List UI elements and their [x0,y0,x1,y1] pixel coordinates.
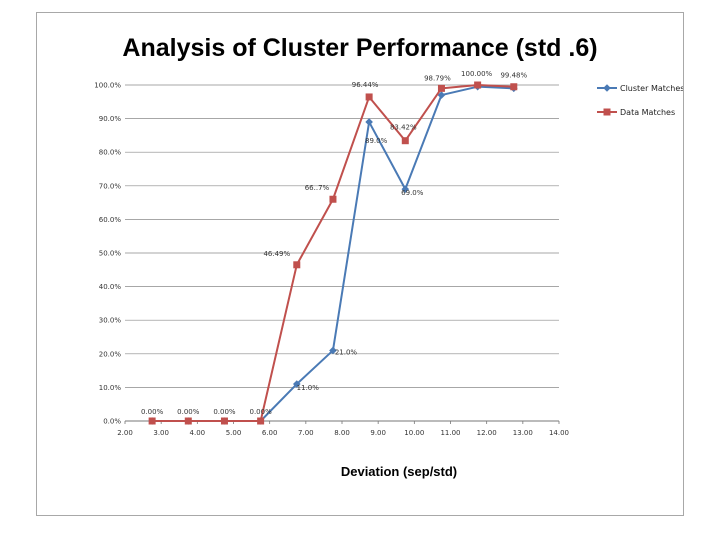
x-tick-label: 11.00 [440,429,460,437]
data-label: 11.0% [297,384,320,392]
x-tick-label: 8.00 [334,429,350,437]
x-axis-title: Deviation (sep/std) [341,464,457,479]
y-tick-label: 80.0% [99,149,122,157]
x-tick-label: 13.00 [513,429,533,437]
x-tick-label: 2.00 [117,429,133,437]
data-label: 69.0% [401,189,424,197]
data-label: 99.48% [500,72,527,80]
data-matches-point [401,137,409,145]
x-tick-label: 9.00 [370,429,386,437]
x-tick-label: 5.00 [226,429,242,437]
y-tick-label: 70.0% [99,182,122,190]
series-lines [148,81,518,425]
line-chart: Analysis of Cluster Performance (std .6)… [94,34,683,479]
data-label: 0.00% [213,408,236,416]
data-matches-point [510,83,518,91]
y-tick-label: 30.0% [99,317,122,325]
legend: Cluster Matches Data Matches [597,84,683,117]
data-matches-point [220,417,228,425]
axes: 0.0% 10.0% 20.0% 30.0% 40.0% 50.0% 60.0% 70.0% 8… [94,82,569,438]
y-tick-label: 60.0% [99,216,122,224]
x-tick-label: 3.00 [153,429,169,437]
cluster-matches-line [152,85,514,422]
cluster-matches-point [437,91,446,99]
data-matches-point [148,417,156,425]
cluster-matches-point [292,380,301,388]
y-tick-label: 10.0% [99,384,122,392]
data-label: 66..7% [305,184,330,192]
y-tick-label: 0.0% [103,418,121,426]
x-tick-label: 7.00 [298,429,314,437]
data-matches-point [293,261,301,269]
data-label: 0.00% [141,408,164,416]
data-labels: 0.00% 0.00% 0.00% 0.00% 46.49% 66..7% 96.44% 83… [141,70,527,416]
data-label: 96.44% [352,81,379,89]
chart-frame: Analysis of Cluster Performance (std .6)… [36,12,684,516]
y-tick-label: 50.0% [99,250,122,258]
legend-marker-cluster-matches [603,84,611,92]
data-matches-point [365,93,373,101]
legend-label-data-matches: Data Matches [620,108,675,117]
legend-marker-data-matches [603,108,611,116]
data-label: 83.42% [390,124,417,132]
gridlines [125,84,559,422]
data-label: 100.00% [461,70,492,78]
x-tick-label: 4.00 [190,429,206,437]
chart-title: Analysis of Cluster Performance (std .6) [122,34,597,62]
x-tick-label: 12.00 [477,429,497,437]
data-matches-point [474,81,482,89]
data-matches-point [329,195,337,203]
data-label: 89.0% [365,137,388,145]
data-label: 98.79% [424,74,451,82]
data-label: 0.00% [250,408,273,416]
x-tick-label: 6.00 [262,429,278,437]
cluster-matches-point [329,346,337,355]
data-matches-point [257,417,265,425]
data-matches-point [184,417,192,425]
x-tick-label: 10.00 [404,429,424,437]
data-matches-point [437,84,445,92]
data-label: 46.49% [263,250,290,258]
data-label: 0.00% [177,408,200,416]
x-tick-label: 14.00 [549,429,569,437]
cluster-matches-point [365,118,373,126]
y-tick-label: 20.0% [99,350,122,358]
y-tick-label: 40.0% [99,283,122,291]
y-tick-label: 100.0% [94,82,121,90]
cluster-matches-point [401,185,410,193]
legend-label-cluster-matches: Cluster Matches [620,84,683,93]
data-label: 21.0% [335,348,358,356]
y-tick-label: 90.0% [99,115,122,123]
